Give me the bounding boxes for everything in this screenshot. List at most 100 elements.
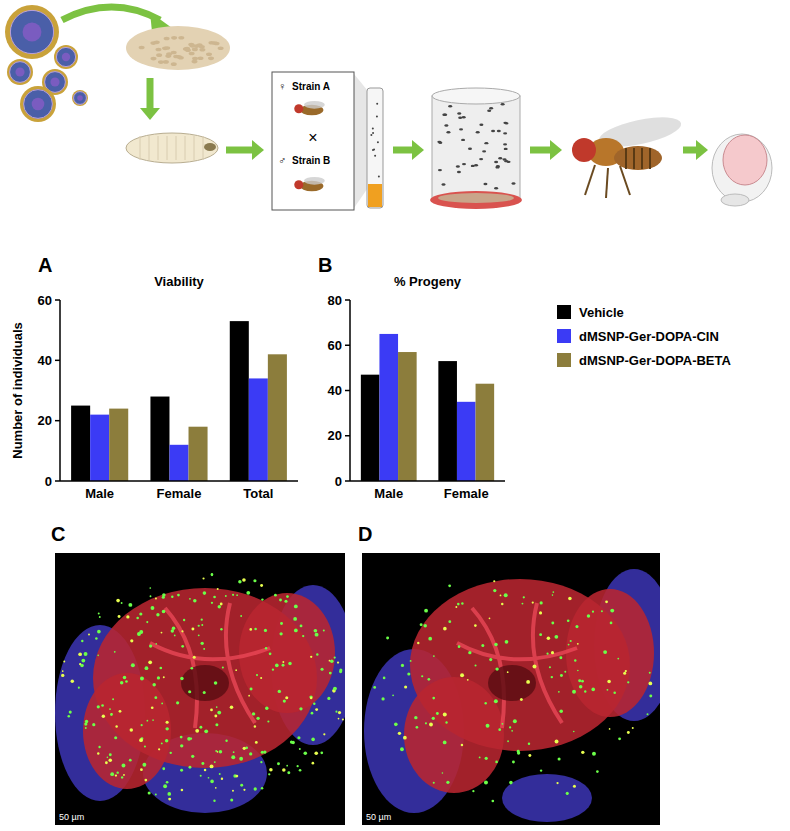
scale-bar-label: 50 µm xyxy=(59,812,84,822)
signal-dot xyxy=(110,713,113,716)
signal-dot xyxy=(122,764,126,768)
signal-dot xyxy=(274,594,277,597)
signal-dot xyxy=(282,661,284,663)
signal-dot xyxy=(203,691,206,694)
signal-dot xyxy=(509,726,511,728)
food-grain xyxy=(171,36,177,40)
signal-dot xyxy=(334,657,336,659)
signal-dot xyxy=(250,687,253,690)
brain-lobe-red xyxy=(404,677,504,793)
signal-dot xyxy=(337,661,339,663)
signal-dot xyxy=(294,629,298,633)
signal-dot xyxy=(150,595,152,597)
signal-dot xyxy=(474,624,477,627)
signal-dot xyxy=(299,748,301,750)
signal-dot xyxy=(267,720,269,722)
fly-abdomen xyxy=(614,146,662,170)
signal-dot xyxy=(156,613,159,616)
food-grain xyxy=(178,36,184,40)
signal-dot xyxy=(421,675,423,677)
y-tick xyxy=(55,420,60,422)
signal-dot xyxy=(404,685,407,688)
signal-dot xyxy=(260,761,262,763)
signal-dot xyxy=(279,599,282,602)
nanoparticle xyxy=(20,86,56,122)
signal-dot xyxy=(316,653,318,655)
food-grain xyxy=(189,44,195,48)
signal-dot xyxy=(627,731,630,734)
signal-dot xyxy=(436,712,439,715)
signal-dot xyxy=(191,627,194,630)
signal-dot xyxy=(116,771,118,773)
signal-dot xyxy=(235,669,237,671)
signal-dot xyxy=(61,674,64,677)
signal-dot xyxy=(198,625,200,627)
signal-dot xyxy=(315,708,318,711)
arrow xyxy=(226,140,264,160)
signal-dot xyxy=(219,773,221,775)
vial-fly xyxy=(372,149,374,151)
nanoparticle xyxy=(5,5,59,59)
fly-stripe xyxy=(641,148,643,169)
cage-fly xyxy=(489,107,493,109)
signal-dot xyxy=(269,768,273,772)
brain-tract xyxy=(150,603,270,728)
signal-dot xyxy=(339,668,342,671)
signal-dot xyxy=(172,626,175,629)
signal-dot xyxy=(291,741,294,744)
signal-dot xyxy=(152,683,155,686)
signal-dot xyxy=(429,723,433,727)
signal-dot xyxy=(627,681,629,683)
signal-dot xyxy=(210,709,213,712)
signal-dot xyxy=(323,733,325,735)
brain-lobe xyxy=(723,135,767,185)
signal-dot xyxy=(189,598,191,600)
fly-leg xyxy=(585,165,595,195)
signal-dot xyxy=(253,579,256,582)
signal-dot xyxy=(523,596,525,598)
signal-dot xyxy=(484,702,486,704)
signal-dot xyxy=(214,715,217,718)
signal-dot xyxy=(311,738,315,742)
cage-fly xyxy=(487,110,491,112)
signal-dot xyxy=(310,656,312,658)
signal-dot xyxy=(330,660,334,664)
signal-dot xyxy=(539,611,542,614)
x-tick-label: Male xyxy=(374,486,403,501)
signal-dot xyxy=(146,621,148,623)
chart-panel: AViabilityNumber of individuals0204060Ma… xyxy=(10,254,298,501)
signal-dot xyxy=(552,591,554,593)
signal-dot xyxy=(265,707,268,710)
signal-dot xyxy=(118,615,121,618)
cage-fly xyxy=(437,141,441,143)
signal-dot xyxy=(149,587,151,589)
signal-dot xyxy=(493,580,495,582)
signal-dot xyxy=(201,624,203,626)
signal-dot xyxy=(546,653,548,655)
y-tick xyxy=(55,480,60,482)
bar xyxy=(379,334,398,481)
signal-dot xyxy=(255,741,258,744)
signal-dot xyxy=(596,770,599,773)
signal-dot xyxy=(139,612,142,615)
signal-dot xyxy=(165,739,168,742)
y-tick-label: 0 xyxy=(335,474,342,489)
signal-dot xyxy=(63,661,65,663)
male-strain: Strain B xyxy=(292,155,330,166)
signal-dot xyxy=(261,751,264,754)
signal-dot xyxy=(213,596,216,599)
signal-dot xyxy=(540,601,543,604)
signal-dot xyxy=(121,602,123,604)
signal-dot xyxy=(252,712,255,715)
bar xyxy=(268,354,287,481)
larva xyxy=(126,133,218,163)
signal-dot xyxy=(573,731,575,733)
signal-dot xyxy=(204,729,208,733)
signal-dot xyxy=(116,599,120,603)
signal-dot xyxy=(489,658,492,661)
micrograph-background xyxy=(362,553,660,825)
signal-dot xyxy=(181,789,184,792)
legend-swatch xyxy=(557,329,571,343)
signal-dot xyxy=(284,600,287,603)
signal-dot xyxy=(123,676,127,680)
